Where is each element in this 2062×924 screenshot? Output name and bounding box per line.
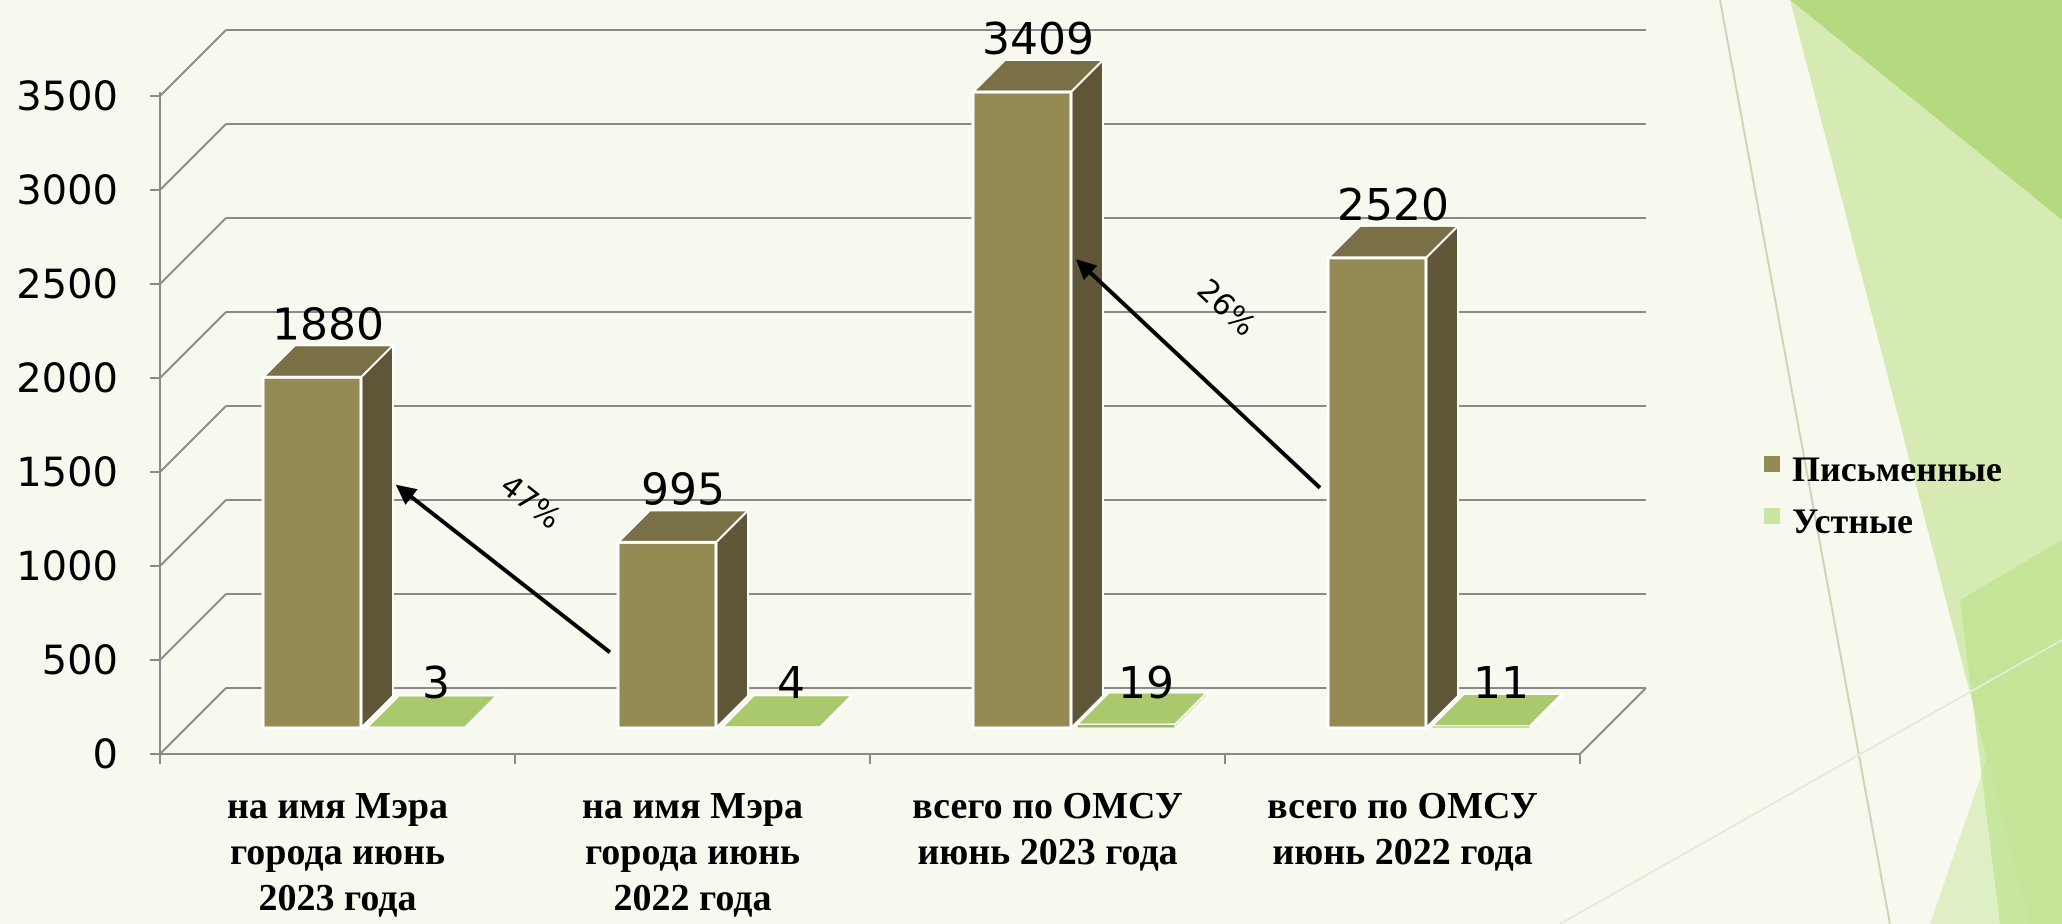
category-label: на имя Мэра: [227, 785, 448, 827]
y-tick-label: 1000: [16, 544, 118, 590]
y-tick-label: 500: [42, 638, 118, 684]
bar-side-pismennye: [715, 507, 749, 731]
arrow-annotation: [1076, 259, 1322, 490]
data-label-ustnye: 19: [1118, 658, 1174, 709]
category-label: 2023 года: [259, 877, 417, 919]
arrow-annotation: [395, 484, 612, 654]
y-tick-label: 0: [93, 732, 118, 778]
grid-diagonal: [159, 311, 227, 379]
y-tick-label: 2500: [16, 262, 118, 308]
y-tick-label: 2000: [16, 356, 118, 402]
y-tick-label: 3500: [16, 74, 118, 120]
bar-ustnye: [366, 726, 466, 729]
y-axis: 0 500 1000 1500 2000 2500 3000 3500: [16, 74, 118, 778]
data-label-pismennye: 3409: [982, 14, 1094, 65]
floor-edge: [1579, 687, 1647, 755]
grid-diagonal: [159, 217, 227, 285]
percent-annotation: 26%: [1190, 272, 1263, 343]
data-label-ustnye: 4: [777, 658, 805, 709]
bar-pismennye: [616, 540, 718, 730]
bar-ustnye: [721, 726, 821, 729]
bar-ustnye: [1431, 725, 1531, 729]
data-label-pismennye: 1880: [272, 299, 384, 350]
grid-diagonal: [159, 29, 227, 97]
category-label: на имя Мэра: [582, 785, 803, 827]
bar-pismennye: [971, 90, 1073, 730]
legend: Письменные Устные: [1764, 449, 2002, 541]
data-label-ustnye: 3: [422, 658, 450, 709]
bar-side-pismennye: [360, 342, 394, 731]
category-label: всего по ОМСУ: [1267, 785, 1538, 827]
bar-side-pismennye: [1070, 57, 1104, 731]
bar-side-pismennye: [1425, 223, 1459, 731]
bar-pismennye: [261, 375, 363, 730]
grid-diagonal: [159, 499, 227, 567]
bars-group: 1880 3 995 4 3409 19 2520 11: [260, 14, 1565, 731]
y-tick-label: 1500: [16, 450, 118, 496]
category-label: июнь 2022 года: [1272, 831, 1532, 873]
bar-ustnye: [1076, 723, 1176, 729]
percent-annotation: 47%: [493, 468, 567, 537]
y-tick-label: 3000: [16, 168, 118, 214]
grid-diagonal: [159, 123, 227, 191]
category-label: 2022 года: [614, 877, 772, 919]
data-label-pismennye: 995: [641, 464, 725, 515]
category-label: города июнь: [230, 831, 445, 873]
data-label-pismennye: 2520: [1337, 180, 1449, 231]
legend-label-ustnye: Устные: [1792, 501, 1913, 541]
grid-diagonal: [159, 405, 227, 473]
data-label-ustnye: 11: [1473, 658, 1529, 709]
category-label: июнь 2023 года: [917, 831, 1177, 873]
background-decoration: [1559, 0, 2062, 924]
category-label: города июнь: [585, 831, 800, 873]
category-label: всего по ОМСУ: [912, 785, 1183, 827]
legend-label-pismennye: Письменные: [1792, 449, 2002, 489]
grid-diagonal: [159, 687, 227, 755]
grid-diagonal: [159, 593, 227, 661]
legend-swatch-ustnye: [1764, 508, 1780, 524]
bar-pismennye: [1326, 256, 1428, 730]
legend-swatch-pismennye: [1764, 456, 1780, 472]
